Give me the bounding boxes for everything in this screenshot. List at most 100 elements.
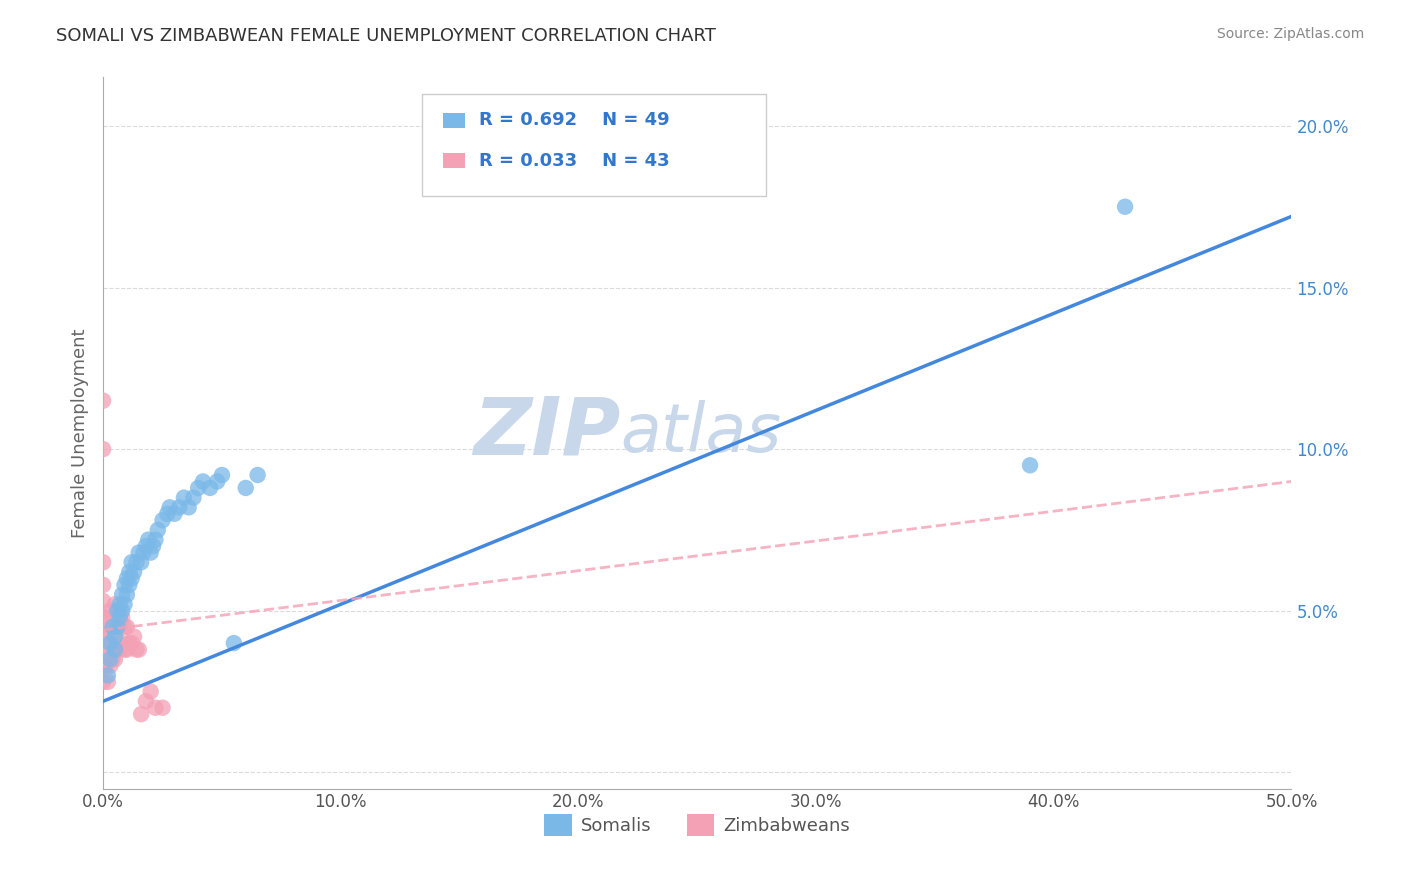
Point <box>91 555 114 569</box>
Point <box>118 578 141 592</box>
Point <box>135 694 157 708</box>
Point <box>114 642 136 657</box>
Point <box>121 636 143 650</box>
Point <box>187 481 209 495</box>
Point <box>111 588 134 602</box>
Y-axis label: Female Unemployment: Female Unemployment <box>72 328 89 538</box>
Point <box>156 507 179 521</box>
Point <box>104 630 127 644</box>
Point <box>122 565 145 579</box>
Point <box>139 684 162 698</box>
Text: Source: ZipAtlas.com: Source: ZipAtlas.com <box>1216 27 1364 41</box>
Legend: Somalis, Zimbabweans: Somalis, Zimbabweans <box>537 807 858 844</box>
Point <box>114 597 136 611</box>
Point <box>118 636 141 650</box>
Point <box>159 500 181 515</box>
Point <box>222 636 245 650</box>
Point <box>91 626 114 640</box>
Point <box>108 610 131 624</box>
Point <box>205 475 228 489</box>
Point <box>98 604 121 618</box>
Point <box>91 658 114 673</box>
Point <box>118 565 141 579</box>
Point <box>91 610 114 624</box>
Text: SOMALI VS ZIMBABWEAN FEMALE UNEMPLOYMENT CORRELATION CHART: SOMALI VS ZIMBABWEAN FEMALE UNEMPLOYMENT… <box>56 27 716 45</box>
Point <box>98 636 121 650</box>
Point <box>101 620 124 634</box>
Point <box>97 668 120 682</box>
Point <box>1114 200 1136 214</box>
Point <box>128 642 150 657</box>
Point <box>94 658 117 673</box>
Point <box>135 539 157 553</box>
Point <box>198 481 221 495</box>
Point <box>108 642 131 657</box>
Point <box>114 620 136 634</box>
Point <box>115 571 138 585</box>
Text: R = 0.692    N = 49: R = 0.692 N = 49 <box>479 112 671 129</box>
Point <box>145 533 167 547</box>
Point <box>104 642 127 657</box>
Point <box>122 630 145 644</box>
Point <box>104 652 127 666</box>
Point <box>146 523 169 537</box>
Point <box>105 604 128 618</box>
Point <box>235 481 257 495</box>
Point <box>98 652 121 666</box>
Point <box>152 700 174 714</box>
Point <box>91 393 114 408</box>
Point <box>125 642 148 657</box>
Point <box>115 620 138 634</box>
Point <box>94 626 117 640</box>
Point <box>129 555 152 569</box>
Point <box>173 491 195 505</box>
Point <box>105 610 128 624</box>
Point <box>104 630 127 644</box>
Point <box>91 642 114 657</box>
Point <box>121 555 143 569</box>
Point <box>101 652 124 666</box>
Point <box>1019 458 1042 473</box>
Point <box>98 658 121 673</box>
Point <box>167 500 190 515</box>
Point <box>115 588 138 602</box>
Point <box>97 610 120 624</box>
Point <box>114 578 136 592</box>
Point <box>125 555 148 569</box>
Point <box>132 545 155 559</box>
Point <box>128 545 150 559</box>
Point <box>104 597 127 611</box>
Point <box>115 642 138 657</box>
Point <box>183 491 205 505</box>
Point <box>97 642 120 657</box>
Point <box>136 533 159 547</box>
Point <box>111 604 134 618</box>
Point <box>191 475 214 489</box>
Point <box>111 610 134 624</box>
Point <box>91 442 114 457</box>
Point <box>105 620 128 634</box>
Text: R = 0.033    N = 43: R = 0.033 N = 43 <box>479 152 671 169</box>
Point <box>246 468 269 483</box>
Point <box>91 578 114 592</box>
Point <box>145 700 167 714</box>
Point <box>108 597 131 611</box>
Point <box>129 707 152 722</box>
Point <box>111 636 134 650</box>
Point <box>163 507 186 521</box>
Point <box>91 674 114 689</box>
Text: atlas: atlas <box>620 400 782 466</box>
Text: ZIP: ZIP <box>472 394 620 472</box>
Point <box>121 571 143 585</box>
Point <box>108 620 131 634</box>
Point <box>177 500 200 515</box>
Point <box>139 545 162 559</box>
Point <box>211 468 233 483</box>
Point <box>91 594 114 608</box>
Point <box>105 642 128 657</box>
Point <box>142 539 165 553</box>
Point <box>98 636 121 650</box>
Point <box>97 674 120 689</box>
Point <box>152 513 174 527</box>
Point <box>101 620 124 634</box>
